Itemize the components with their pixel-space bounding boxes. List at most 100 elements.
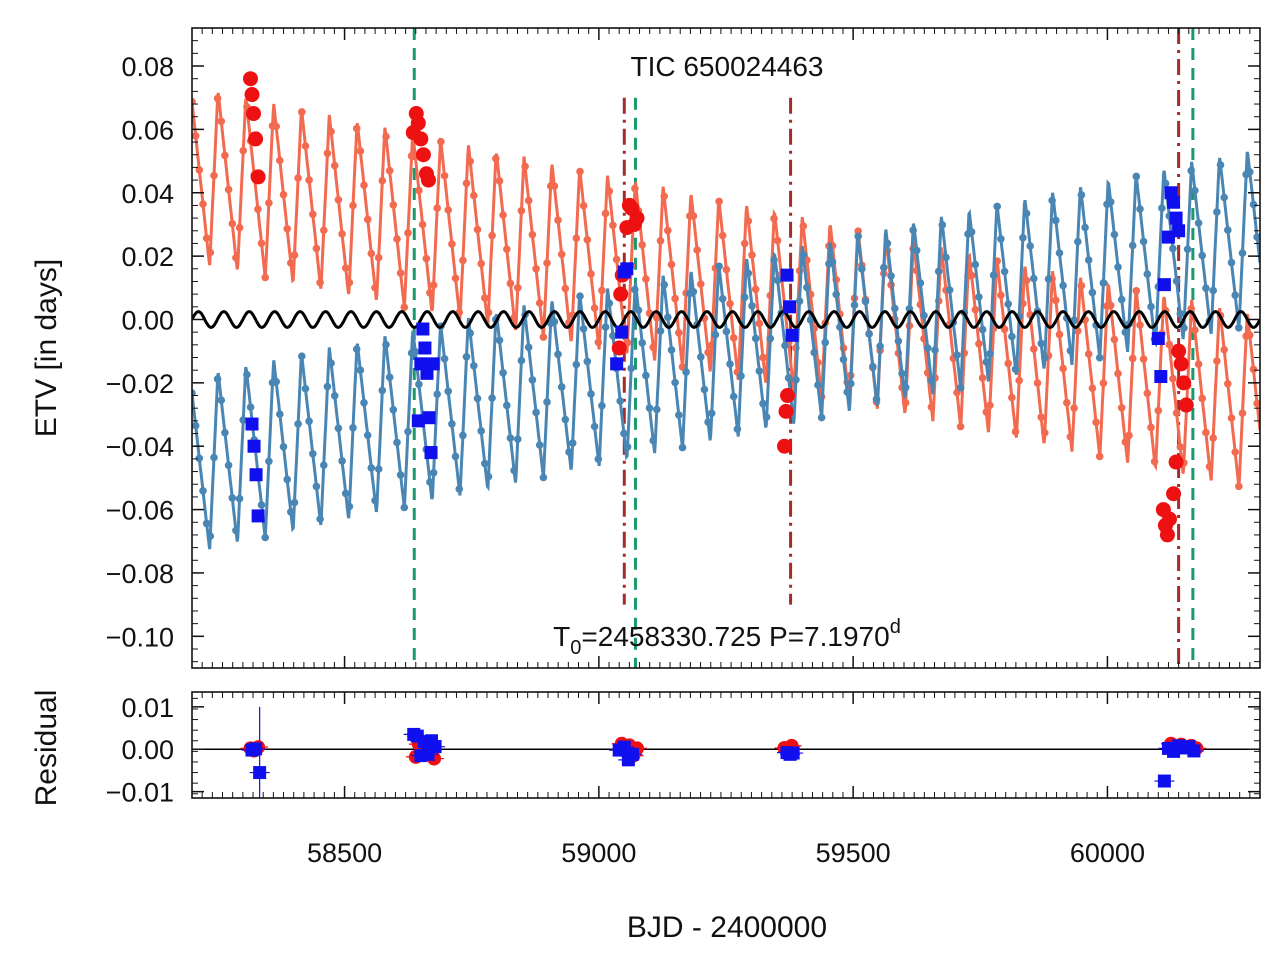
model-marker — [909, 226, 917, 234]
model-marker — [382, 340, 390, 349]
model-marker — [254, 205, 262, 213]
model-marker — [1176, 309, 1185, 318]
model-marker — [1110, 230, 1119, 239]
primary-observed-point — [1173, 356, 1189, 372]
y-tick-label: 0.08 — [121, 52, 174, 82]
model-marker — [945, 286, 954, 294]
model-marker — [557, 250, 566, 259]
model-marker — [565, 448, 573, 456]
model-marker — [726, 360, 734, 368]
model-marker — [228, 219, 237, 228]
model-marker — [1066, 433, 1075, 441]
secondary-observed-point — [783, 300, 797, 314]
model-marker — [521, 162, 529, 171]
model-marker — [1220, 193, 1228, 202]
model-marker — [429, 281, 438, 290]
model-marker — [894, 337, 903, 345]
model-marker — [440, 355, 449, 363]
model-marker — [803, 283, 811, 292]
model-marker — [590, 304, 599, 312]
model-marker — [305, 417, 313, 426]
model-marker — [993, 202, 1001, 211]
model-marker — [587, 390, 595, 398]
model-marker — [967, 228, 976, 236]
model-marker — [393, 235, 401, 243]
model-marker — [594, 338, 603, 347]
model-marker — [1077, 281, 1086, 290]
model-marker — [726, 300, 734, 308]
model-marker — [1074, 237, 1082, 246]
model-marker — [466, 329, 475, 338]
model-marker — [836, 323, 844, 331]
model-marker — [861, 297, 870, 306]
model-marker — [345, 278, 354, 287]
model-marker — [510, 313, 518, 322]
model-marker — [235, 223, 244, 232]
res-y-tick-label: 0.01 — [121, 693, 174, 723]
model-marker — [462, 179, 471, 188]
model-marker — [320, 226, 328, 235]
model-marker — [656, 327, 665, 335]
model-marker — [378, 386, 387, 395]
model-marker — [199, 487, 207, 495]
model-marker — [711, 330, 720, 339]
model-marker — [363, 431, 372, 440]
model-marker — [554, 350, 562, 359]
model-marker — [1213, 208, 1221, 216]
model-marker — [202, 234, 211, 242]
model-marker — [503, 401, 511, 410]
model-marker — [492, 154, 500, 163]
model-marker — [539, 333, 548, 341]
model-marker — [510, 466, 518, 475]
residual-points — [240, 706, 1207, 798]
model-marker — [616, 397, 624, 405]
model-marker — [858, 265, 866, 273]
model-marker — [883, 239, 892, 248]
secondary-residual-point — [625, 747, 639, 761]
model-marker — [579, 201, 588, 210]
model-marker — [722, 265, 731, 274]
model-marker — [1117, 404, 1126, 412]
model-marker — [283, 225, 292, 233]
model-marker — [499, 211, 507, 219]
model-marker — [744, 269, 753, 278]
model-marker — [334, 196, 343, 204]
model-marker — [210, 453, 218, 462]
model-marker — [1000, 325, 1009, 334]
model-marker — [411, 347, 420, 356]
model-marker — [678, 443, 687, 452]
model-marker — [429, 469, 438, 477]
model-marker — [880, 263, 888, 272]
model-marker — [1253, 399, 1260, 408]
model-marker — [697, 280, 705, 288]
model-marker — [334, 424, 343, 433]
primary-observed-point — [420, 172, 436, 188]
model-marker — [828, 258, 837, 266]
model-marker — [1147, 302, 1155, 311]
mean-line — [192, 310, 1260, 329]
y-tick-label: 0.02 — [121, 242, 174, 272]
model-marker — [1015, 376, 1023, 385]
model-marker — [1011, 365, 1020, 374]
model-marker — [1063, 398, 1071, 407]
model-marker — [1172, 277, 1181, 285]
model-marker — [378, 176, 387, 185]
model-marker — [598, 401, 606, 410]
model-marker — [192, 421, 200, 430]
model-marker — [876, 342, 884, 351]
model-marker — [1136, 321, 1144, 329]
model-marker — [305, 176, 313, 184]
model-marker — [1099, 279, 1108, 287]
model-marker — [715, 197, 723, 206]
model-marker — [792, 376, 800, 384]
model-marker — [382, 132, 390, 141]
model-marker — [982, 358, 991, 366]
model-marker — [660, 192, 668, 201]
model-marker — [850, 301, 859, 309]
model-marker — [290, 251, 299, 259]
model-marker — [239, 146, 247, 155]
model-marker — [1172, 409, 1181, 417]
model-marker — [1235, 482, 1243, 491]
model-marker — [784, 374, 793, 382]
model-marker — [751, 285, 760, 294]
